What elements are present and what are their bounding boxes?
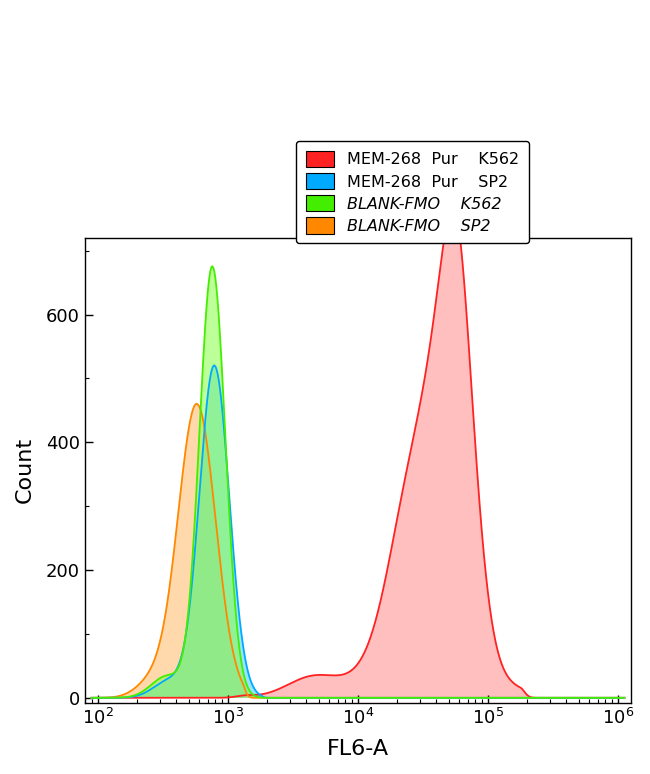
Legend: MEM-268  Pur    K562, MEM-268  Pur    SP2, BLANK-FMO    K562, BLANK-FMO    SP2: MEM-268 Pur K562, MEM-268 Pur SP2, BLANK… bbox=[296, 141, 529, 244]
X-axis label: FL6-A: FL6-A bbox=[327, 739, 389, 759]
Y-axis label: Count: Count bbox=[15, 437, 35, 503]
